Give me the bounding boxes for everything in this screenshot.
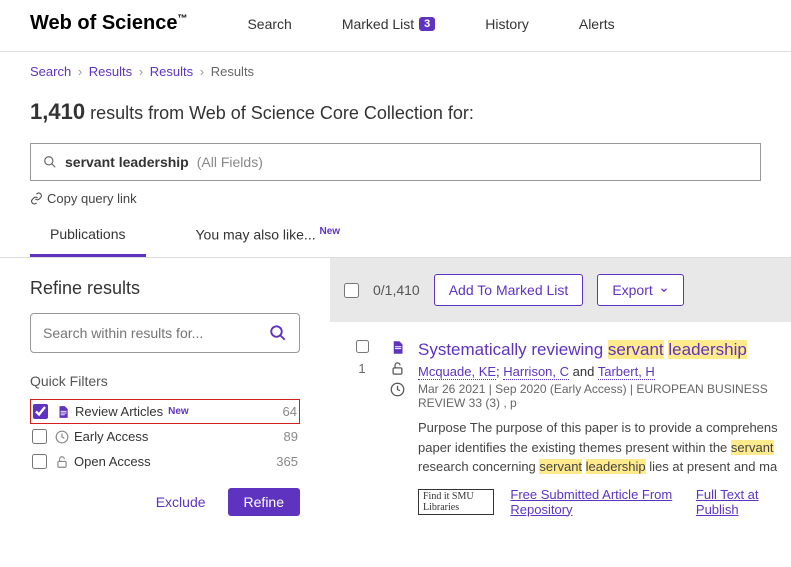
search-icon: [43, 155, 57, 169]
document-icon: [390, 340, 405, 355]
filter-checkbox[interactable]: [32, 454, 47, 469]
nav-alerts[interactable]: Alerts: [579, 16, 615, 32]
filter-review-articles[interactable]: Review Articles New 64: [30, 399, 300, 424]
result-title[interactable]: Systematically reviewing servant leaders…: [418, 340, 777, 360]
clock-icon: [55, 430, 69, 444]
link-icon: [30, 192, 43, 205]
document-icon: [56, 405, 70, 419]
quick-filters-title: Quick Filters: [30, 373, 300, 389]
tab-publications[interactable]: Publications: [30, 216, 146, 257]
clock-icon: [390, 382, 405, 397]
results-header: 1,410 results from Web of Science Core C…: [0, 91, 791, 133]
result-meta: Mar 26 2021 | Sep 2020 (Early Access) | …: [418, 382, 777, 410]
filter-checkbox[interactable]: [33, 404, 48, 419]
add-to-marked-list-button[interactable]: Add To Marked List: [434, 274, 584, 306]
breadcrumb-search[interactable]: Search: [30, 64, 71, 79]
search-term: servant leadership: [65, 154, 189, 170]
nav-marked-list[interactable]: Marked List 3: [342, 16, 435, 32]
filter-count: 64: [283, 404, 297, 419]
search-bar[interactable]: servant leadership (All Fields): [30, 143, 761, 181]
lock-icon: [55, 455, 69, 469]
logo[interactable]: Web of Science™: [30, 12, 187, 35]
refine-button[interactable]: Refine: [228, 488, 300, 516]
breadcrumb-current: Results: [211, 64, 254, 79]
filter-count: 89: [284, 429, 298, 444]
tab-you-may-also-like[interactable]: You may also like... New: [176, 216, 361, 257]
result-checkbox[interactable]: [356, 340, 369, 353]
nav-search[interactable]: Search: [247, 16, 291, 32]
search-within-input[interactable]: [43, 325, 269, 341]
refine-results-title: Refine results: [30, 278, 300, 299]
full-text-link[interactable]: Full Text at Publish: [696, 487, 777, 517]
lock-icon: [390, 361, 405, 376]
result-authors: Mcquade, KE; Harrison, C and Tarbert, H: [418, 364, 777, 379]
breadcrumb-results-1[interactable]: Results: [89, 64, 132, 79]
filter-early-access[interactable]: Early Access 89: [30, 424, 300, 449]
breadcrumb-results-2[interactable]: Results: [150, 64, 193, 79]
free-article-link[interactable]: Free Submitted Article From Repository: [510, 487, 680, 517]
chevron-down-icon: [659, 285, 669, 295]
author-link[interactable]: Mcquade, KE: [418, 364, 496, 380]
filter-checkbox[interactable]: [32, 429, 47, 444]
marked-count-badge: 3: [419, 17, 435, 31]
select-all-checkbox[interactable]: [344, 283, 359, 298]
author-link[interactable]: Harrison, C: [503, 364, 569, 380]
search-within-results[interactable]: [30, 313, 300, 353]
result-item: 1 Systematically reviewing servant leade…: [330, 322, 791, 535]
breadcrumb: Search › Results › Results › Results: [0, 52, 791, 91]
result-number: 1: [358, 361, 365, 376]
selection-count: 0/1,410: [373, 282, 420, 298]
nav-history[interactable]: History: [485, 16, 529, 32]
exclude-button[interactable]: Exclude: [144, 488, 218, 516]
filter-count: 365: [276, 454, 298, 469]
search-scope: (All Fields): [197, 154, 263, 170]
search-icon[interactable]: [269, 324, 287, 342]
filter-open-access[interactable]: Open Access 365: [30, 449, 300, 474]
copy-query-link[interactable]: Copy query link: [0, 181, 791, 216]
author-link[interactable]: Tarbert, H: [598, 364, 655, 380]
findit-badge[interactable]: Find it SMU Libraries: [418, 489, 494, 515]
export-button[interactable]: Export: [597, 274, 683, 306]
result-abstract: Purpose The purpose of this paper is to …: [418, 418, 777, 477]
